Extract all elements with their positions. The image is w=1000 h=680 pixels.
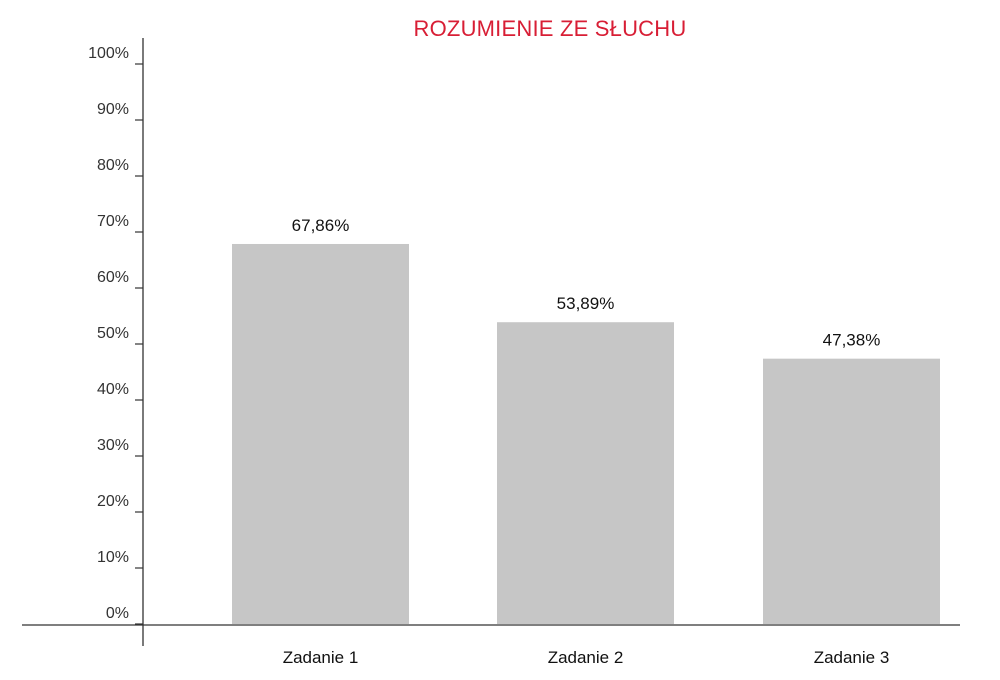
y-tick-label: 100% [88, 45, 129, 62]
bar-value-label: 67,86% [292, 216, 350, 235]
y-tick-label: 40% [97, 381, 129, 398]
y-tick-label: 20% [97, 493, 129, 510]
bar [763, 358, 940, 624]
bar [232, 243, 409, 624]
bars: 67,86% 53,89% 47,38% [232, 216, 940, 624]
bar-value-label: 47,38% [823, 331, 881, 350]
y-tick-label: 70% [97, 213, 129, 230]
y-tick-label: 90% [97, 101, 129, 118]
bar-value-label: 53,89% [557, 294, 615, 313]
x-axis: Zadanie 1 Zadanie 2 Zadanie 3 [22, 624, 960, 667]
chart-title: ROZUMIENIE ZE SŁUCHU [413, 16, 687, 41]
y-tick-label: 50% [97, 325, 129, 342]
y-tick-label: 60% [97, 269, 129, 286]
y-tick-label: 10% [97, 549, 129, 566]
category-label: Zadanie 1 [283, 648, 359, 667]
y-tick-label: 0% [106, 605, 129, 622]
y-axis: 0% 10% 20% 30% 40% 50% 60% 70% 80% 90% 100% [88, 38, 144, 646]
bar [497, 322, 674, 624]
category-label: Zadanie 2 [548, 648, 624, 667]
y-tick-label: 30% [97, 437, 129, 454]
y-tick-label: 80% [97, 157, 129, 174]
category-label: Zadanie 3 [814, 648, 890, 667]
